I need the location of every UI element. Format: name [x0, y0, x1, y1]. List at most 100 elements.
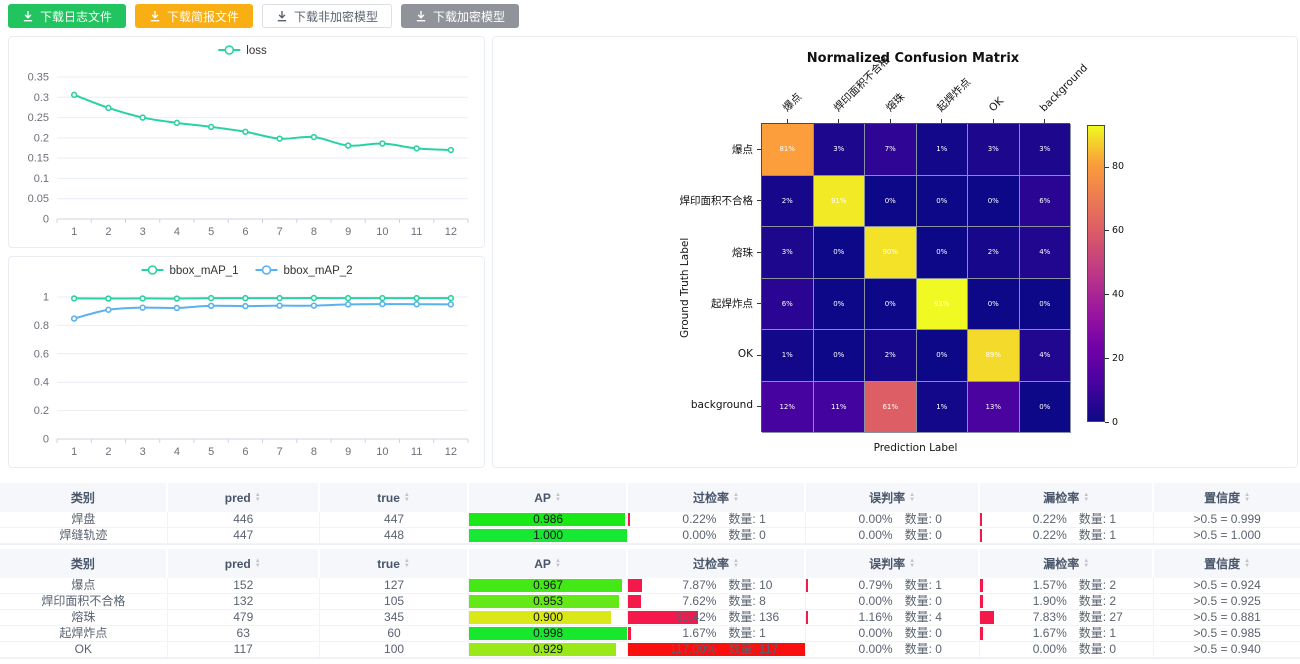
- cell-category: OK: [0, 642, 168, 657]
- sort-icon[interactable]: ▲ ▼: [732, 492, 739, 503]
- data-point[interactable]: [447, 146, 455, 154]
- ap-bar: [469, 595, 620, 608]
- data-point[interactable]: [173, 295, 181, 302]
- col-header-miss[interactable]: 漏检率 ▲ ▼: [980, 483, 1155, 512]
- data-point[interactable]: [242, 302, 249, 310]
- sort-icon[interactable]: ▲ ▼: [732, 558, 739, 569]
- data-point[interactable]: [379, 300, 386, 308]
- data-point[interactable]: [70, 315, 78, 322]
- col-header-mis[interactable]: 误判率 ▲ ▼: [805, 483, 981, 512]
- sort-icon[interactable]: ▲ ▼: [403, 492, 410, 503]
- data-point[interactable]: [310, 133, 318, 141]
- col-header-true[interactable]: true ▲ ▼: [319, 483, 470, 512]
- cm-cell: 6%: [1019, 175, 1071, 227]
- data-point[interactable]: [242, 294, 249, 302]
- data-point[interactable]: [173, 119, 181, 127]
- col-header-true[interactable]: true ▲ ▼: [319, 549, 470, 578]
- data-point[interactable]: [379, 140, 386, 147]
- svg-text:6: 6: [242, 446, 248, 458]
- data-point[interactable]: [344, 301, 352, 308]
- sort-icon[interactable]: ▲ ▼: [1244, 558, 1251, 569]
- data-point[interactable]: [207, 294, 215, 302]
- sort-icon[interactable]: ▲ ▼: [554, 558, 561, 569]
- legend-item-bbox_mAP_1[interactable]: bbox_mAP_1: [141, 265, 239, 277]
- sort-icon[interactable]: ▲ ▼: [1083, 558, 1090, 569]
- rate-bar: [627, 627, 631, 640]
- data-point[interactable]: [276, 135, 283, 142]
- data-point[interactable]: [139, 304, 146, 311]
- rate-percent: 1.67%: [1032, 626, 1067, 640]
- sort-icon[interactable]: ▲ ▼: [1244, 492, 1251, 503]
- rate-bar: [980, 529, 983, 542]
- data-point[interactable]: [105, 295, 112, 302]
- col-header-ap[interactable]: AP ▲ ▼: [469, 483, 628, 512]
- cell-true: 105: [320, 594, 470, 609]
- rate-count: 数量: 0: [728, 528, 766, 542]
- cell-ap: 0.953: [469, 594, 628, 609]
- col-header-miss[interactable]: 漏检率 ▲ ▼: [980, 549, 1155, 578]
- data-point[interactable]: [105, 306, 112, 313]
- data-point[interactable]: [139, 295, 146, 302]
- data-point[interactable]: [207, 123, 215, 131]
- download-plain-model-button[interactable]: 下载非加密模型: [262, 4, 393, 28]
- legend-item-bbox_mAP_2[interactable]: bbox_mAP_2: [255, 265, 353, 277]
- svg-text:7: 7: [277, 446, 283, 458]
- col-header-pred[interactable]: pred ▲ ▼: [167, 483, 320, 512]
- data-point[interactable]: [70, 91, 78, 99]
- data-point[interactable]: [447, 301, 455, 308]
- cell-conf: >0.5 = 0.924: [1193, 578, 1261, 592]
- sort-icon[interactable]: ▲ ▼: [554, 492, 561, 503]
- data-point[interactable]: [242, 128, 249, 135]
- data-point[interactable]: [173, 304, 181, 312]
- cm-cell: 2%: [762, 175, 814, 227]
- col-header-pred[interactable]: pred ▲ ▼: [167, 549, 320, 578]
- data-point[interactable]: [379, 294, 386, 302]
- cm-row-label: 焊印面积不合格: [679, 195, 754, 208]
- col-header-ap[interactable]: AP ▲ ▼: [469, 549, 628, 578]
- sort-icon[interactable]: ▲ ▼: [403, 558, 410, 569]
- data-point[interactable]: [413, 294, 420, 302]
- cm-cell: 89%: [968, 330, 1020, 382]
- data-point[interactable]: [344, 294, 352, 302]
- rate-percent: 7.83%: [1032, 610, 1067, 624]
- data-point[interactable]: [447, 294, 455, 302]
- data-point[interactable]: [310, 302, 318, 309]
- col-header-conf[interactable]: 置信度 ▲ ▼: [1154, 549, 1300, 578]
- data-point[interactable]: [276, 294, 283, 302]
- cm-cell: 11%: [813, 381, 865, 433]
- data-point[interactable]: [105, 104, 112, 112]
- col-header-over[interactable]: 过检率 ▲ ▼: [627, 483, 806, 512]
- rate-bar: [980, 595, 984, 608]
- cm-row-label: OK: [737, 347, 753, 360]
- download-encrypted-model-button[interactable]: 下载加密模型: [401, 4, 520, 28]
- data-point[interactable]: [413, 145, 420, 152]
- ap-value: 0.953: [533, 594, 564, 608]
- cell-miss: 0.22% 数量: 1: [980, 512, 1155, 527]
- cell-conf: >0.5 = 1.000: [1193, 528, 1261, 542]
- cell-ap: 0.929: [469, 642, 628, 657]
- svg-text:0.8: 0.8: [34, 320, 49, 332]
- data-point[interactable]: [139, 114, 146, 121]
- download-log-button[interactable]: 下载日志文件: [8, 4, 127, 28]
- sort-icon[interactable]: ▲ ▼: [909, 492, 916, 503]
- sort-icon[interactable]: ▲ ▼: [909, 558, 916, 569]
- data-point[interactable]: [207, 302, 215, 310]
- col-header-over[interactable]: 过检率 ▲ ▼: [627, 549, 806, 578]
- sort-icon[interactable]: ▲ ▼: [254, 558, 261, 569]
- data-point[interactable]: [344, 142, 352, 149]
- col-header-conf[interactable]: 置信度 ▲ ▼: [1154, 483, 1300, 512]
- col-header-mis[interactable]: 误判率 ▲ ▼: [805, 549, 981, 578]
- cell-conf: >0.5 = 0.999: [1193, 512, 1261, 526]
- download-report-button[interactable]: 下载简报文件: [135, 4, 254, 28]
- legend-item-loss[interactable]: loss: [218, 45, 267, 57]
- cell-miss: 0.00% 数量: 0: [980, 642, 1155, 657]
- cell-pred: 63: [168, 626, 320, 641]
- data-point[interactable]: [70, 295, 78, 302]
- data-point[interactable]: [310, 294, 318, 302]
- data-point[interactable]: [276, 302, 283, 309]
- sort-icon[interactable]: ▲ ▼: [254, 492, 261, 503]
- data-point[interactable]: [413, 301, 420, 308]
- rate-percent: 0.22%: [682, 512, 717, 526]
- sort-icon[interactable]: ▲ ▼: [1083, 492, 1090, 503]
- svg-text:5: 5: [208, 446, 214, 458]
